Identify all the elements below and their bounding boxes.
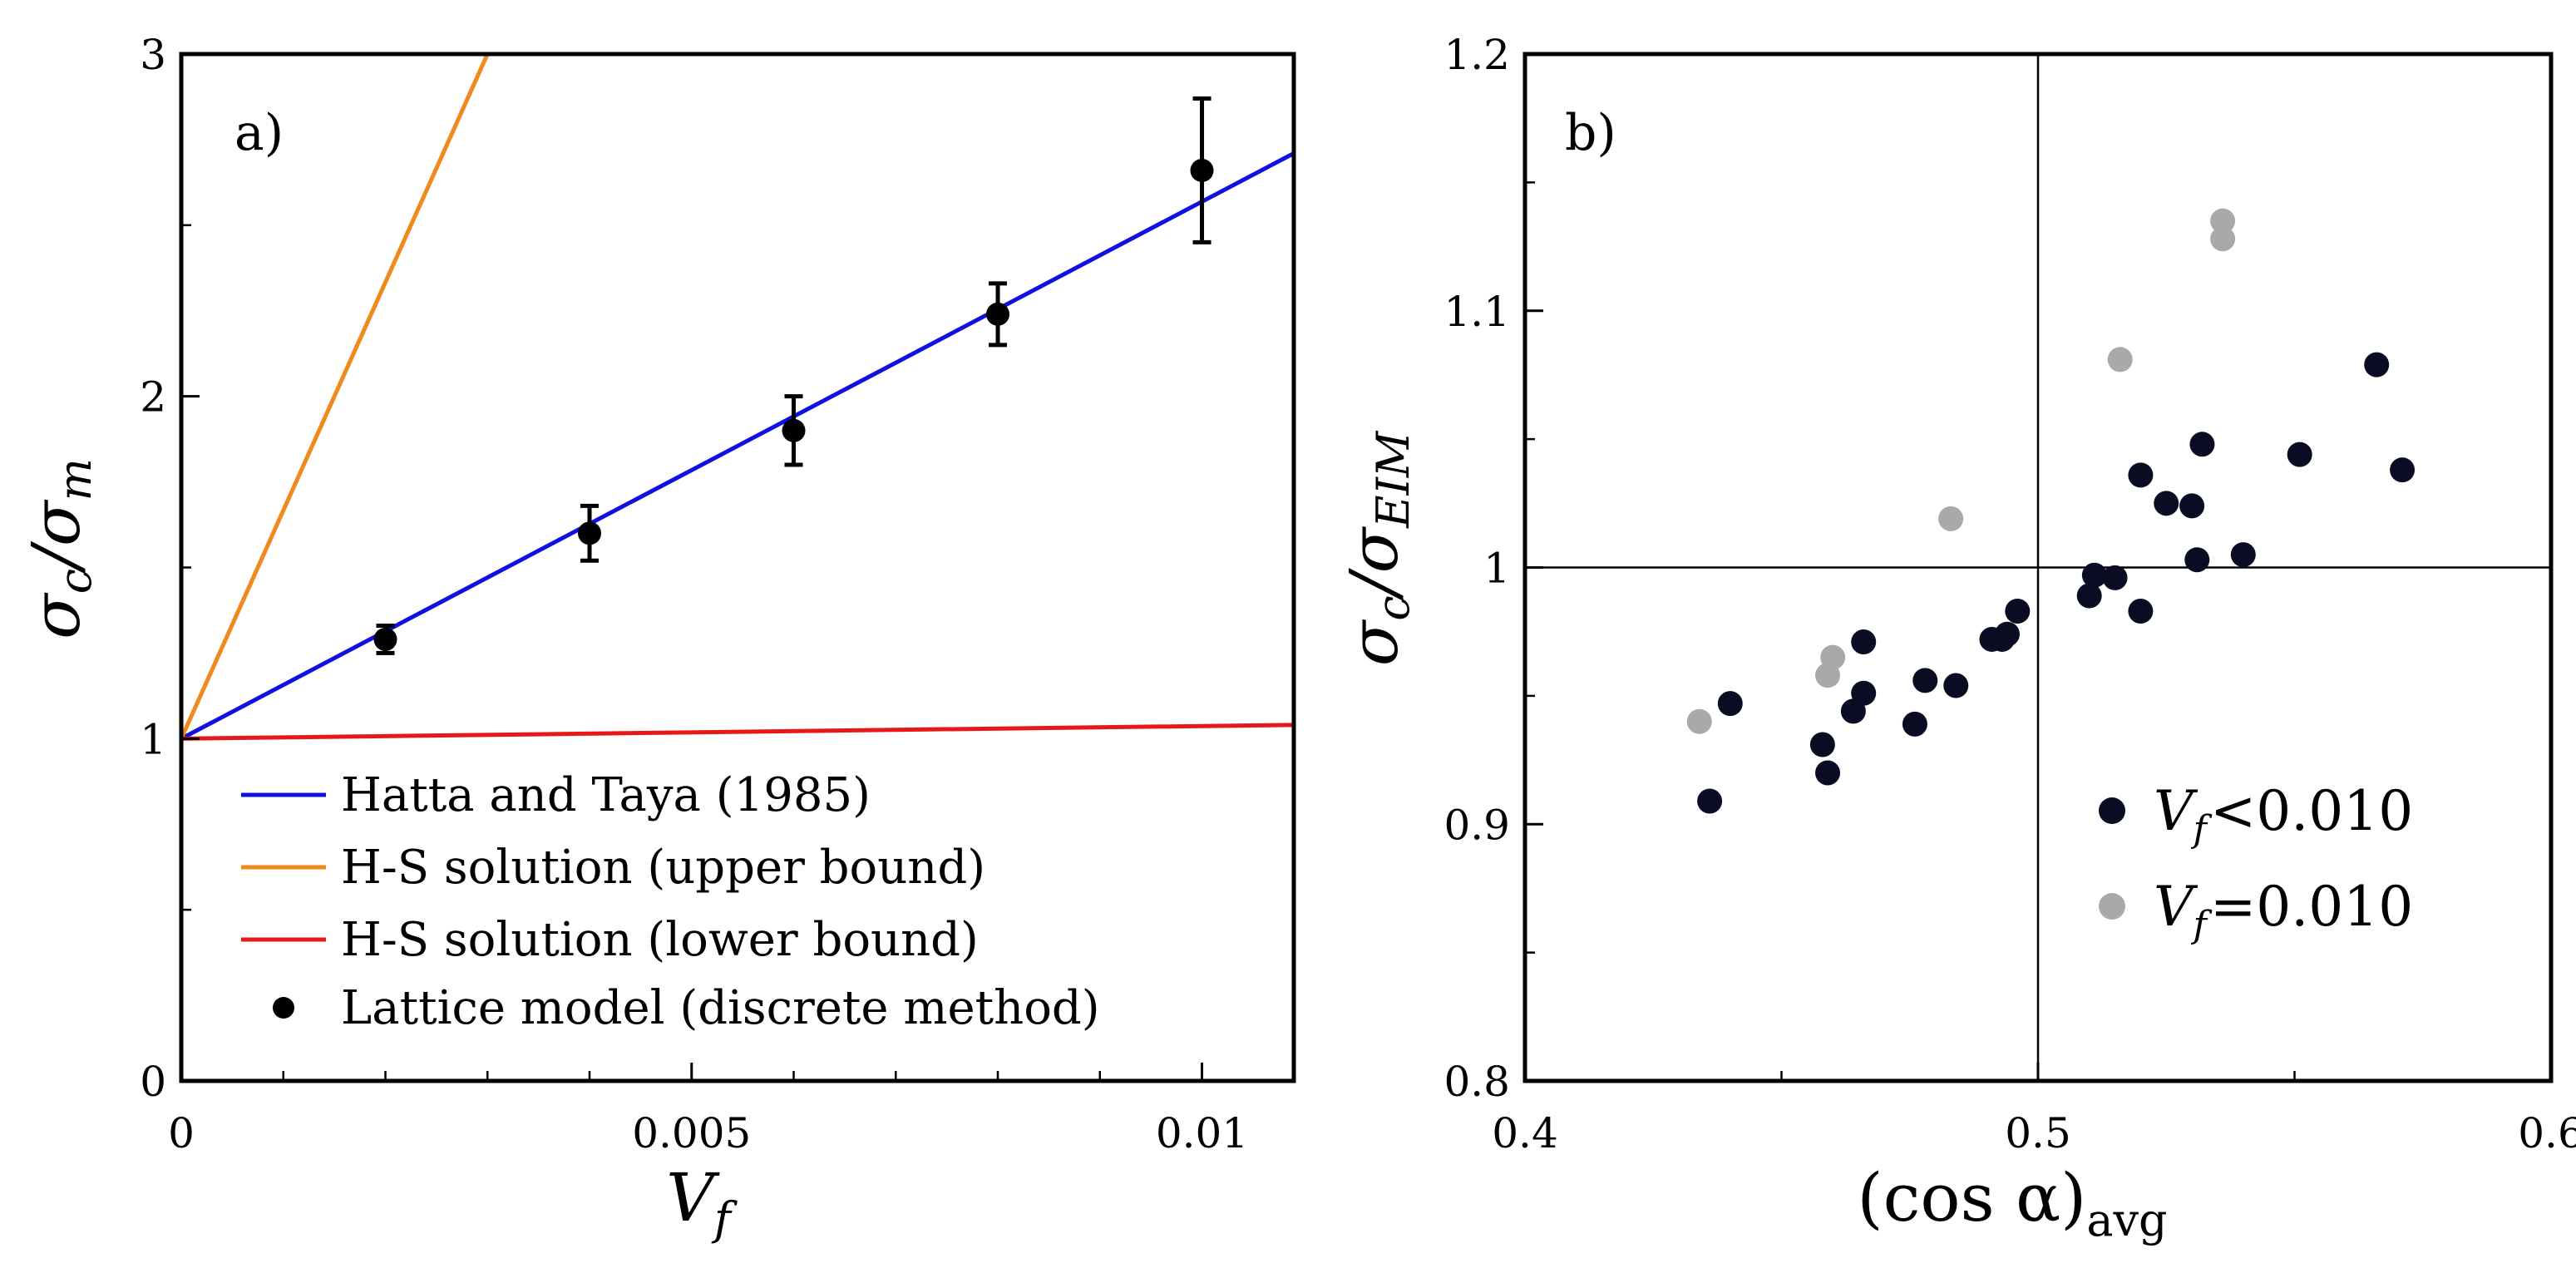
panel-b-ticks: 0.4 0.5 0.6 0.8 0.9 1 1.1 1.2	[1443, 31, 2576, 1157]
panel-b-legend: Vf<0.010 Vf=0.010	[2099, 779, 2413, 946]
legend-label-hs-upper: H-S solution (upper bound)	[341, 841, 985, 895]
hs-lower-bound-line	[180, 723, 1295, 741]
legend-label-vf-equal: Vf=0.010	[2154, 875, 2413, 946]
panel-b-y-tick-label: 1	[1483, 545, 1510, 593]
panel-b: 0.4 0.5 0.6 0.8 0.9 1 1.1 1.2 b) (cos α)avg σc/…	[1335, 31, 2576, 1246]
scatter-point	[1717, 691, 1743, 717]
scatter-point	[1697, 788, 1723, 814]
scatter-point	[1686, 708, 1712, 734]
lattice-model-points	[373, 96, 1214, 655]
panel-a-legend: Hatta and Taya (1985) H-S solution (uppe…	[241, 768, 1100, 1035]
panel-b-scatter-points	[1686, 208, 2416, 814]
panel-b-y-axis-label: σc/σEIM	[1335, 430, 1419, 666]
scatter-point	[2230, 542, 2256, 568]
panel-b-label: b)	[1565, 104, 1616, 162]
data-point-marker	[373, 627, 397, 651]
scatter-point	[1815, 760, 1841, 786]
panel-b-y-tick-label: 0.9	[1443, 801, 1510, 849]
panel-a-x-tick-label: 0	[168, 1109, 195, 1157]
legend-item-hatta-taya: Hatta and Taya (1985)	[241, 768, 871, 822]
lattice-data-point	[986, 281, 1010, 348]
scatter-point	[2210, 208, 2236, 234]
scatter-point	[1820, 644, 1846, 670]
scatter-point	[2128, 598, 2154, 624]
scatter-point	[1943, 673, 1969, 698]
panel-a-y-tick-label: 2	[140, 373, 166, 422]
scatter-point	[2107, 347, 2133, 373]
scatter-point	[2287, 442, 2312, 467]
panel-a-y-axis-label: σc/σm	[17, 458, 101, 639]
panel-b-x-axis-label: (cos α)avg	[1857, 1159, 2167, 1246]
panel-b-x-tick-label: 0.6	[2518, 1109, 2576, 1157]
panel-a-y-tick-label: 3	[140, 31, 166, 79]
scatter-point	[2154, 491, 2179, 516]
scatter-point	[2102, 565, 2128, 590]
scatter-point	[1912, 668, 1938, 693]
panel-b-y-tick-label: 0.8	[1443, 1058, 1510, 1106]
lattice-data-point	[1190, 96, 1214, 244]
legend-marker-vf-less	[2099, 797, 2125, 824]
series-vf-equal	[1686, 208, 2236, 734]
legend-item-vf-less: Vf<0.010	[2099, 779, 2413, 851]
panel-a-label: a)	[234, 104, 284, 162]
legend-item-vf-equal: Vf=0.010	[2099, 875, 2413, 946]
scatter-point	[2128, 462, 2154, 488]
lattice-data-point	[782, 394, 806, 467]
scatter-point	[2364, 352, 2390, 377]
panel-b-x-tick-label: 0.4	[1492, 1109, 1558, 1157]
scatter-point	[1809, 732, 1835, 757]
lattice-data-point	[578, 503, 602, 563]
lattice-data-point	[373, 623, 397, 655]
data-point-marker	[578, 521, 602, 545]
scatter-point	[2005, 598, 2031, 624]
panel-b-x-tick-label: 0.5	[2005, 1109, 2071, 1157]
scatter-point	[2179, 493, 2205, 519]
hs-upper-bound-line	[179, 52, 490, 740]
legend-marker-vf-equal	[2099, 893, 2125, 920]
scatter-point	[2081, 562, 2107, 588]
scatter-point	[2390, 457, 2416, 483]
series-vf-less	[1697, 352, 2416, 814]
scatter-point	[2210, 226, 2236, 252]
panel-b-reference-lines	[1525, 54, 2551, 1081]
hatta-taya-line	[180, 151, 1295, 741]
panel-a-x-tick-label: 0.01	[1156, 1109, 1248, 1157]
panel-a-y-tick-label: 0	[140, 1058, 166, 1106]
scatter-point	[1902, 711, 1927, 737]
panel-a-y-tick-label: 1	[140, 715, 166, 763]
panel-b-y-tick-label: 1.1	[1443, 288, 1510, 336]
panel-a-x-axis-label: Vf	[666, 1159, 738, 1245]
data-point-marker	[782, 418, 806, 442]
legend-label-hs-lower: H-S solution (lower bound)	[341, 913, 979, 967]
scatter-point	[1851, 680, 1877, 706]
data-point-marker	[1190, 158, 1214, 182]
legend-item-hs-lower: H-S solution (lower bound)	[241, 913, 979, 967]
scatter-point	[1994, 621, 2020, 647]
legend-item-hs-upper: H-S solution (upper bound)	[241, 841, 985, 895]
scatter-point	[1938, 506, 1964, 531]
panel-a-series	[179, 52, 1295, 741]
scatter-point	[1851, 629, 1877, 655]
panel-a-ticks: 0 0.005 0.01 0 1 2 3	[140, 31, 1248, 1157]
legend-label-hatta-taya: Hatta and Taya (1985)	[341, 768, 871, 822]
legend-label-vf-less: Vf<0.010	[2154, 779, 2413, 851]
data-point-marker	[986, 302, 1010, 326]
legend-label-lattice: Lattice model (discrete method)	[341, 981, 1100, 1035]
panel-a-x-tick-label: 0.005	[632, 1109, 751, 1157]
legend-marker-lattice	[273, 997, 294, 1019]
scatter-point	[2189, 432, 2215, 457]
legend-item-lattice: Lattice model (discrete method)	[273, 981, 1100, 1035]
scatter-point	[2076, 583, 2102, 609]
panel-a: 0 0.005 0.01 0 1 2 3 a) Vf σc/σm Hatta and Tay…	[17, 31, 1296, 1245]
panel-b-y-tick-label: 1.2	[1443, 31, 1510, 79]
scatter-point	[2184, 547, 2210, 573]
